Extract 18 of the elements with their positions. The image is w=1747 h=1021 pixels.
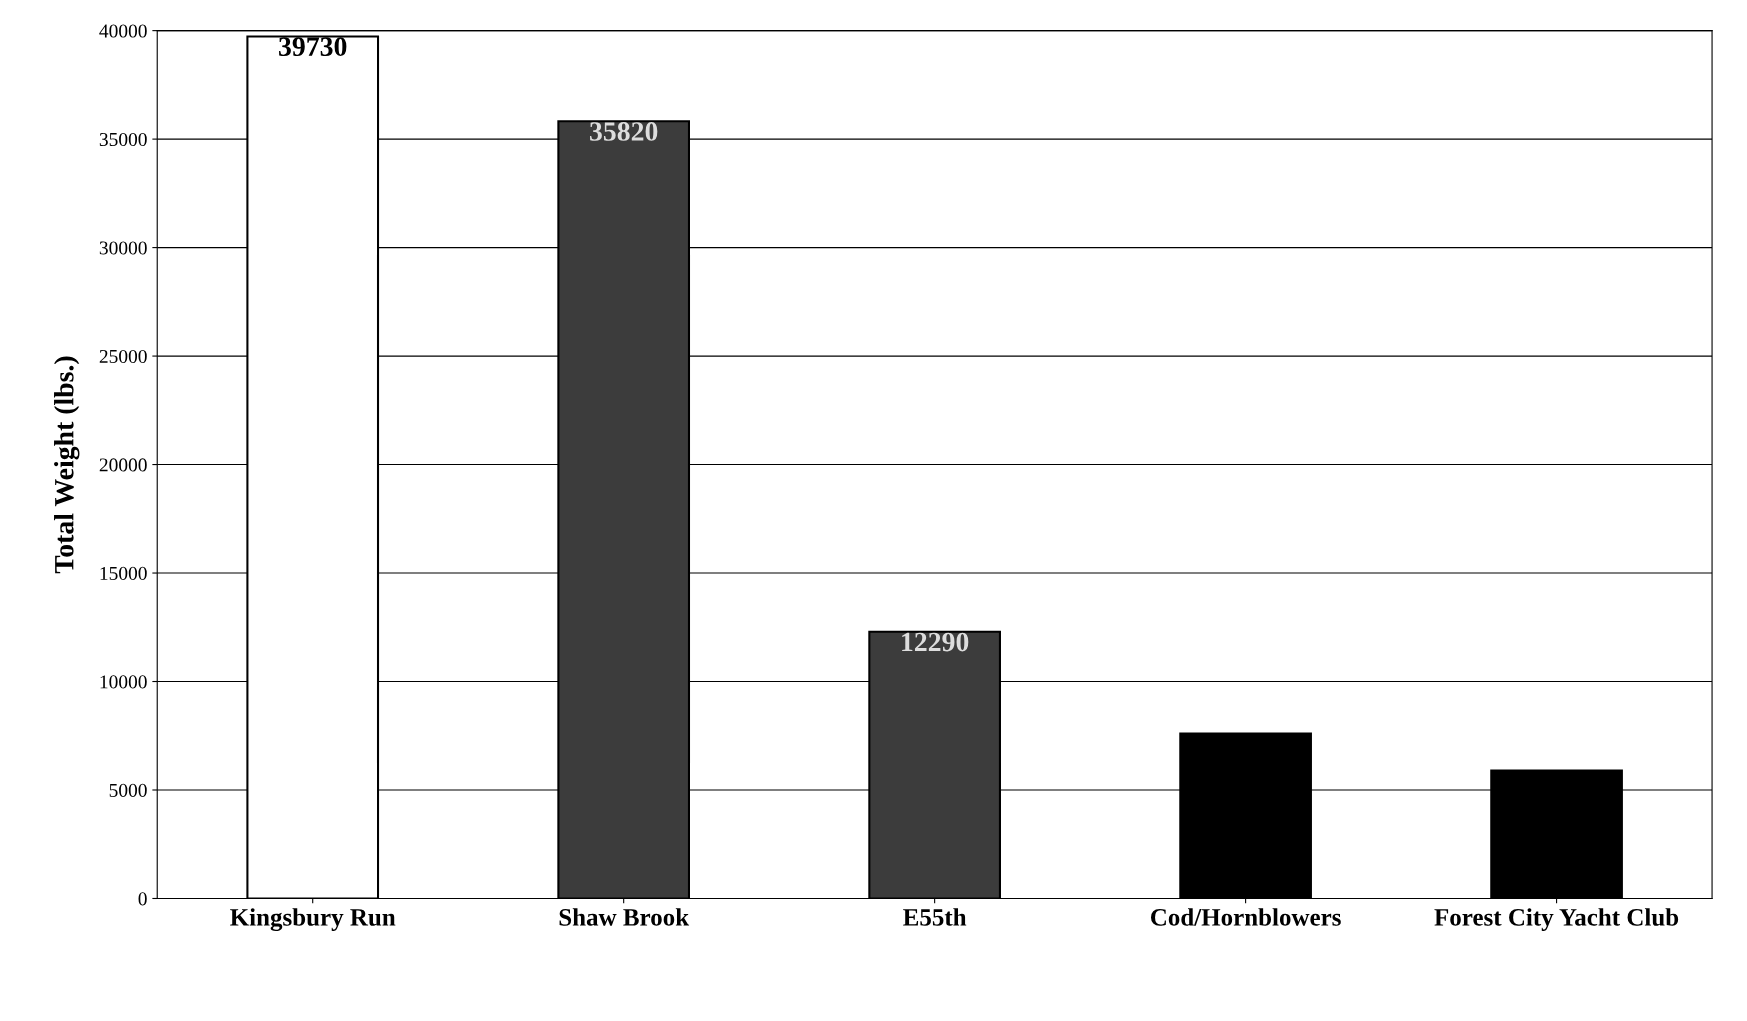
data-label: 35820 xyxy=(590,122,658,141)
x-tick-label: Cod/Hornblowers xyxy=(1151,908,1341,926)
y-tick-label: 0 xyxy=(138,892,147,906)
x-tick-label: E55th xyxy=(903,908,967,926)
x-tick-label: Forest City Yacht Club xyxy=(1434,908,1679,931)
y-tick-label: 10000 xyxy=(100,675,147,689)
y-tick-label: 20000 xyxy=(99,458,147,472)
y-tick-label: 40000 xyxy=(99,24,147,38)
y-tick-label: 5000 xyxy=(109,783,147,797)
x-tick-label: Shaw Brook xyxy=(559,908,690,926)
y-tick-label: 30000 xyxy=(99,241,147,255)
data-label: 39730 xyxy=(279,37,347,57)
y-axis-title: Total Weight (lbs.) xyxy=(54,356,80,574)
y-tick-label: 35000 xyxy=(99,132,147,147)
x-tick-label: Kingsbury Run xyxy=(230,908,396,932)
data-label: 12290 xyxy=(902,632,969,652)
y-tick-label: 15000 xyxy=(100,566,147,580)
y-tick-label: 25000 xyxy=(99,349,147,364)
